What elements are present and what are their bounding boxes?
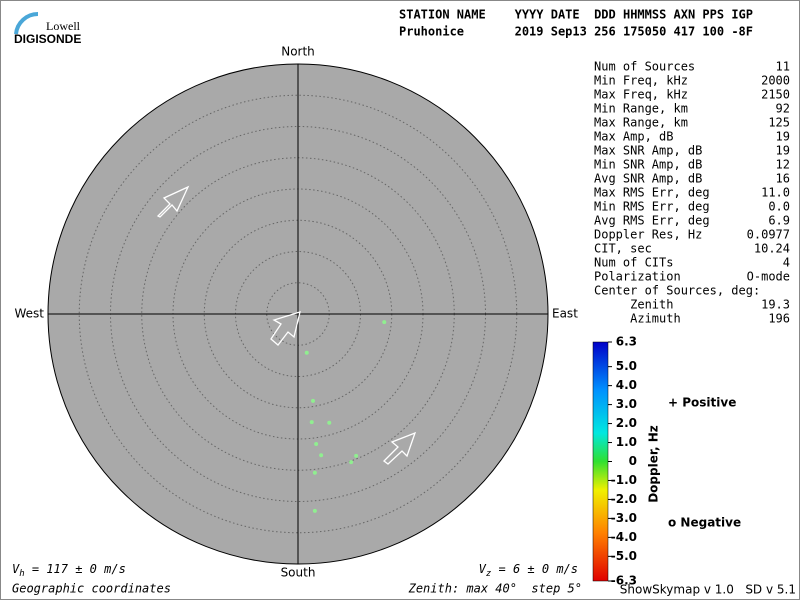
stat-label: Min RMS Err, deg: [594, 200, 710, 214]
stat-value: 16: [776, 172, 790, 186]
stat-label: Doppler Res, Hz: [594, 228, 702, 242]
source-point: [304, 350, 309, 355]
coords-label: Geographic coordinates: [12, 582, 171, 596]
stat-label: CIT, sec: [594, 242, 652, 256]
source-point: [312, 470, 317, 475]
compass-north: North: [281, 45, 315, 59]
logo-arc: [14, 11, 39, 35]
stat-value: 0.0977: [747, 228, 790, 242]
stat-value: 4: [783, 256, 790, 270]
stat-label: Center of Sources, deg:: [594, 284, 760, 298]
arrow: [156, 185, 190, 218]
velocity-text: = 6 ± 0 m/s: [491, 562, 578, 576]
stat-label: Min SNR Amp, dB: [594, 158, 702, 172]
compass-east: East: [552, 307, 578, 321]
stat-label: Zenith: [594, 298, 673, 312]
stat-value: 196: [768, 312, 790, 326]
velocity-text: = 117 ± 0 m/s: [25, 562, 126, 576]
colorbar-tick-label: 1.0: [616, 435, 637, 449]
colorbar-tick-label: 5.0: [616, 359, 637, 373]
velocity-sub: z: [486, 569, 491, 579]
stat-value: 11: [776, 60, 790, 74]
source-point: [309, 420, 314, 425]
stat-value: O-mode: [747, 270, 790, 284]
stat-value: 12: [776, 158, 790, 172]
version-label: ShowSkymap v 1.0 SD v 5.1: [620, 583, 796, 597]
stat-value: 0.0: [768, 200, 790, 214]
colorbar-tick-label: -1.0: [611, 473, 637, 487]
velocity-vh: Vh = 117 ± 0 m/s: [12, 562, 126, 579]
stat-label: Avg SNR Amp, dB: [594, 172, 702, 186]
colorbar-tick-label: -3.0: [611, 511, 637, 525]
stat-value: 2150: [761, 88, 790, 102]
logo-bottom: DIGISONDE: [14, 32, 81, 46]
stat-label: Max Amp, dB: [594, 130, 673, 144]
stat-value: 92: [776, 102, 790, 116]
colorbar-tick-label: -4.0: [611, 530, 637, 544]
velocity-symbol: V: [479, 562, 487, 576]
colorbar: [592, 341, 609, 582]
source-point: [312, 508, 317, 513]
velocity-symbol: V: [12, 562, 20, 576]
colorbar-tick-label: -6.3: [611, 574, 637, 588]
colorbar-tick-label: 0: [629, 454, 637, 468]
stat-value: 11.0: [761, 186, 790, 200]
stat-label: Num of Sources: [594, 60, 695, 74]
legend-negative: o Negative: [668, 516, 741, 530]
stat-value: 19.3: [761, 298, 790, 312]
stat-label: Min Range, km: [594, 102, 688, 116]
stat-label: Polarization: [594, 270, 681, 284]
stat-label: Min Freq, kHz: [594, 74, 688, 88]
colorbar-tick-label: 2.0: [616, 416, 637, 430]
colorbar-tick-label: -2.0: [611, 492, 637, 506]
source-point: [382, 320, 387, 325]
source-point: [327, 420, 332, 425]
legend-positive: + Positive: [668, 396, 736, 410]
stat-label: Num of CITs: [594, 256, 673, 270]
stat-value: 19: [776, 144, 790, 158]
logo-top: Lowell: [46, 19, 81, 33]
arrow: [270, 311, 301, 346]
stat-value: 2000: [761, 74, 790, 88]
stat-label: Max Freq, kHz: [594, 88, 688, 102]
arrow: [383, 431, 417, 465]
stat-value: 125: [768, 116, 790, 130]
colorbar-tick-label: -5.0: [611, 549, 637, 563]
colorbar-tick-label: 3.0: [616, 397, 637, 411]
header-columns: STATION NAME YYYY DATE DDD HHMMSS AXN PP…: [399, 8, 753, 22]
stat-value: 19: [776, 130, 790, 144]
compass-south: South: [281, 566, 316, 580]
stat-label: Avg RMS Err, deg: [594, 214, 710, 228]
source-point: [354, 453, 359, 458]
stat-label: Max RMS Err, deg: [594, 186, 710, 200]
velocity-vz: Vz = 6 ± 0 m/s: [479, 562, 578, 579]
stat-value: 6.9: [768, 214, 790, 228]
stat-label: Max SNR Amp, dB: [594, 144, 702, 158]
zenith-label: Zenith: max 40° step 5°: [408, 582, 582, 596]
stat-value: 10.24: [754, 242, 790, 256]
source-point: [319, 453, 324, 458]
compass-west: West: [14, 307, 44, 321]
colorbar-tick-label: 6.3: [616, 335, 637, 349]
colorbar-tick-label: 4.0: [616, 378, 637, 392]
stat-label: Max Range, km: [594, 116, 688, 130]
colorbar-title: Doppler, Hz: [647, 425, 661, 503]
source-point: [311, 398, 315, 403]
velocity-sub: h: [19, 569, 24, 579]
header-values: Pruhonice 2019 Sep13 256 175050 417 100 …: [399, 25, 753, 39]
source-point: [349, 460, 354, 465]
stat-label: Azimuth: [594, 312, 681, 326]
source-point: [314, 442, 319, 446]
